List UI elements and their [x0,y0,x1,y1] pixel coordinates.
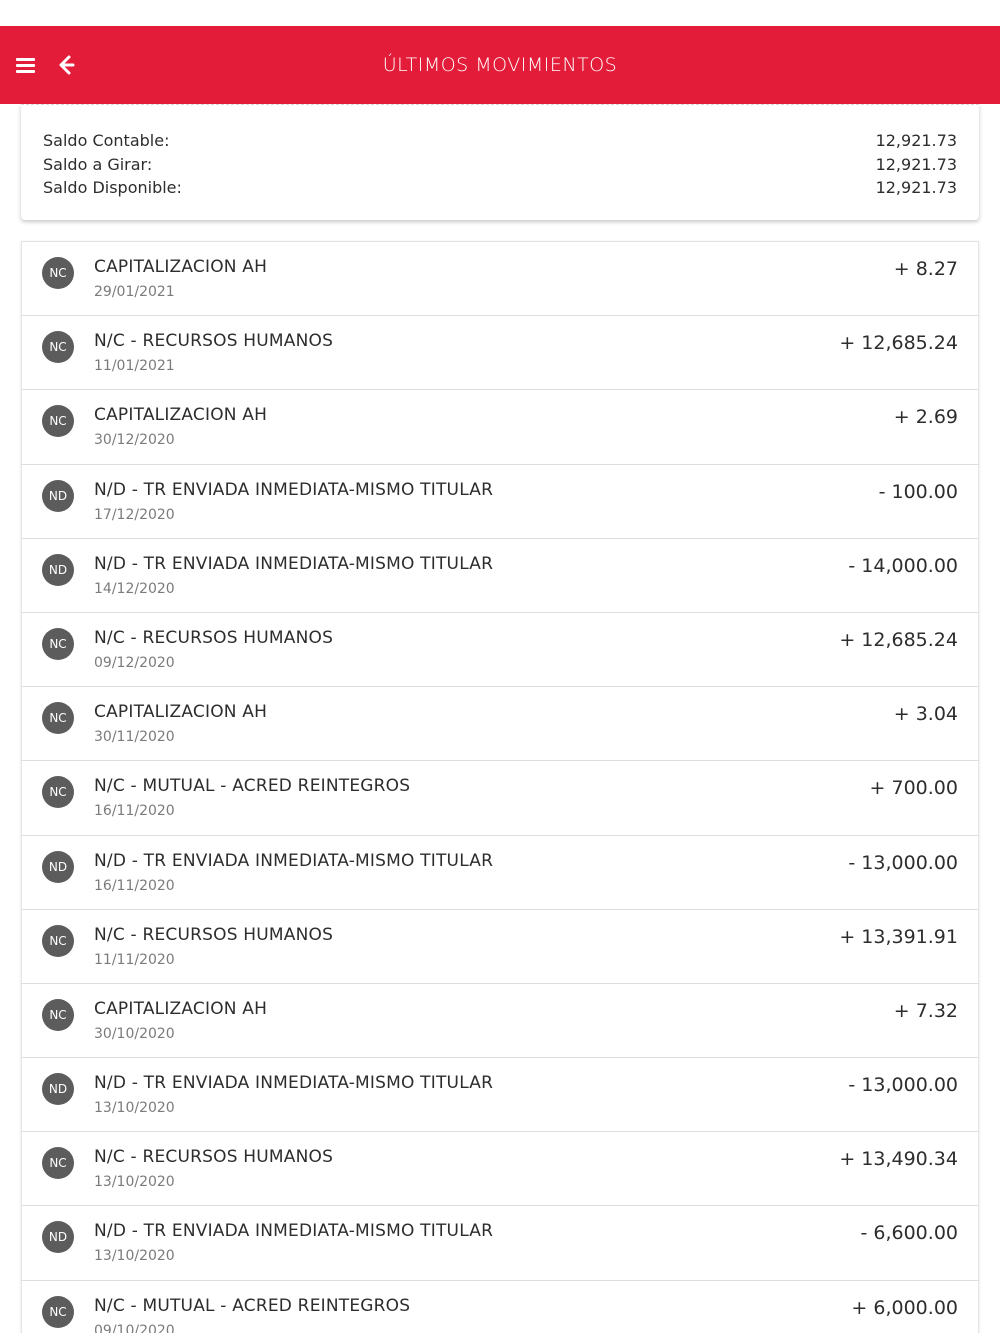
movement-row[interactable]: ND N/D - TR ENVIADA INMEDIATA-MISMO TITUL… [21,1206,979,1281]
movement-type-badge: NC [42,924,74,957]
movement-row[interactable]: ND N/D - TR ENVIADA INMEDIATA-MISMO TITUL… [21,835,979,910]
movement-date: 14/12/2020 [94,580,175,597]
movement-amount: + 8.27 [893,258,958,280]
movement-date: 30/10/2020 [94,1025,175,1042]
balance-row-disponible: Saldo Disponible: 12,921.73 [43,176,957,200]
balance-label: Saldo Contable: [43,131,170,150]
movement-type-badge: NC [42,257,74,289]
movement-description: N/C - RECURSOS HUMANOS [94,331,334,352]
movement-description: N/C - RECURSOS HUMANOS [94,627,334,648]
movement-description: N/D - TR ENVIADA INMEDIATA-MISMO TITULAR [94,1221,494,1242]
movement-row[interactable]: NC CAPITALIZACION AH 29/01/2021 + 8.27 [21,242,979,317]
movement-row[interactable]: NC N/C - MUTUAL - ACRED REINTEGROS 09/10/2… [21,1280,979,1333]
movement-amount: - 6,600.00 [860,1222,958,1245]
movement-amount: - 13,000.00 [848,1074,958,1097]
app-bar: ÚLTIMOS MOVIMIENTOS [0,26,1000,104]
movement-date: 13/10/2020 [94,1174,175,1191]
movement-row[interactable]: NC N/C - RECURSOS HUMANOS 11/01/2021 + 12,6… [21,316,979,391]
movement-row[interactable]: NC CAPITALIZACION AH 30/11/2020 + 3.04 [21,687,979,762]
movement-date: 16/11/2020 [94,803,175,820]
movement-date: 09/12/2020 [94,654,175,671]
balance-row-girar: Saldo a Girar: 12,921.73 [43,153,957,177]
movement-date: 30/11/2020 [94,729,175,746]
movement-date: 30/12/2020 [94,432,175,449]
movement-type-badge: NC [42,776,74,809]
movement-description: N/C - MUTUAL - ACRED REINTEGROS [94,1295,411,1316]
movement-row[interactable]: ND N/D - TR ENVIADA INMEDIATA-MISMO TITUL… [21,538,979,613]
movement-description: N/D - TR ENVIADA INMEDIATA-MISMO TITULAR [94,553,494,574]
movement-amount: - 13,000.00 [848,851,958,874]
movement-description: N/D - TR ENVIADA INMEDIATA-MISMO TITULAR [94,479,494,500]
movement-row[interactable]: ND N/D - TR ENVIADA INMEDIATA-MISMO TITUL… [21,464,979,539]
movement-date: 29/01/2021 [94,284,175,300]
movement-description: N/C - RECURSOS HUMANOS [94,924,334,945]
movement-type-badge: NC [42,331,74,364]
movement-description: CAPITALIZACION AH [94,998,268,1019]
movement-amount: - 14,000.00 [848,554,958,577]
movement-description: CAPITALIZACION AH [94,257,268,277]
movement-type-badge: ND [42,1221,74,1254]
movement-date: 16/11/2020 [94,877,175,894]
status-strip [0,0,1000,26]
movement-description: CAPITALIZACION AH [94,405,268,426]
movement-description: N/D - TR ENVIADA INMEDIATA-MISMO TITULAR [94,1073,494,1094]
movement-amount: + 2.69 [893,406,958,429]
movement-description: N/C - MUTUAL - ACRED REINTEGROS [94,776,411,797]
hamburger-menu-icon[interactable] [16,53,40,77]
movement-amount: + 12,685.24 [839,332,958,355]
movement-type-badge: NC [42,627,74,660]
movement-amount: + 700.00 [869,777,958,800]
movement-amount: + 3.04 [893,703,958,726]
arrow-left-icon[interactable] [52,51,80,79]
movement-date: 11/01/2021 [94,358,175,375]
movement-type-badge: NC [42,998,74,1031]
movement-description: N/C - RECURSOS HUMANOS [94,1147,334,1168]
movement-type-badge: ND [42,479,74,512]
movement-type-badge: ND [42,850,74,883]
movement-type-badge: NC [42,1147,74,1180]
movement-row[interactable]: NC CAPITALIZACION AH 30/12/2020 + 2.69 [21,390,979,465]
movement-type-badge: ND [42,1073,74,1106]
balance-row-contable: Saldo Contable: 12,921.73 [43,129,957,153]
movement-description: N/D - TR ENVIADA INMEDIATA-MISMO TITULAR [94,850,494,871]
balance-value: 12,921.73 [875,131,957,150]
movement-type-badge: NC [42,405,74,438]
movement-amount: + 7.32 [893,999,958,1022]
movement-date: 11/11/2020 [94,951,175,968]
movements-list: NC CAPITALIZACION AH 29/01/2021 + 8.27 NC N/C… [21,241,979,1333]
movement-type-badge: NC [42,702,74,735]
page-title: ÚLTIMOS MOVIMIENTOS [382,54,618,76]
movement-row[interactable]: NC CAPITALIZACION AH 30/10/2020 + 7.32 [21,983,979,1059]
balance-value: 12,921.73 [875,178,957,197]
movement-amount: + 13,391.91 [839,925,958,948]
movement-description: CAPITALIZACION AH [94,702,268,723]
balance-label: Saldo a Girar: [43,154,153,174]
movement-date: 17/12/2020 [94,506,175,523]
movement-row[interactable]: NC N/C - RECURSOS HUMANOS 09/12/2020 + 12,6… [21,612,979,688]
movement-type-badge: NC [42,1295,74,1328]
movement-amount: + 13,490.34 [839,1148,958,1171]
movement-row[interactable]: NC N/C - MUTUAL - ACRED REINTEGROS 16/11/2… [21,761,979,836]
movement-date: 09/10/2020 [94,1322,175,1333]
movement-amount: - 100.00 [878,480,958,503]
movement-row[interactable]: NC N/C - RECURSOS HUMANOS 11/11/2020 + 13,3… [21,909,979,984]
movement-date: 13/10/2020 [94,1100,175,1117]
movement-row[interactable]: ND N/D - TR ENVIADA INMEDIATA-MISMO TITUL… [21,1058,979,1133]
movement-amount: + 12,685.24 [839,628,958,651]
balance-value: 12,921.73 [875,154,957,174]
movement-date: 13/10/2020 [94,1248,175,1265]
movement-row[interactable]: NC N/C - RECURSOS HUMANOS 13/10/2020 + 13,4… [21,1132,979,1207]
movement-type-badge: ND [42,553,74,586]
movement-amount: + 6,000.00 [851,1296,958,1319]
balance-summary-card: Saldo Contable: 12,921.73 Saldo a Girar:… [21,104,979,220]
balance-label: Saldo Disponible: [43,178,182,197]
